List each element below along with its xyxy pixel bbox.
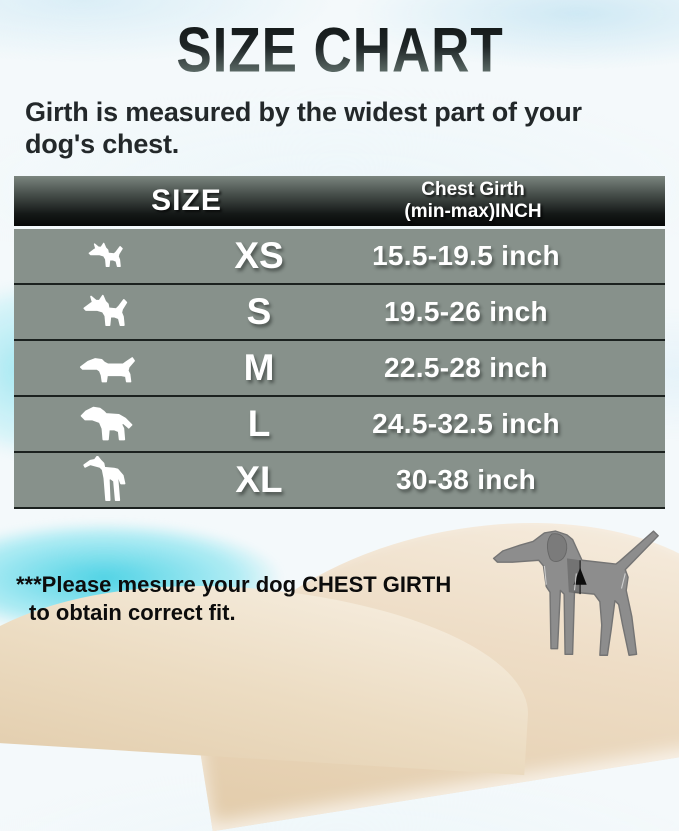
mastiff-icon: [80, 406, 132, 441]
note-line2: to obtain correct fit.: [29, 600, 236, 626]
chest-arrow-icon: [573, 567, 587, 585]
girth-value: 30-38 inch: [396, 464, 536, 495]
girth-column-header: Chest Girth (min-max)INCH: [359, 179, 665, 223]
size-label: XS: [234, 235, 284, 276]
body-highlight: [543, 565, 626, 591]
great-dane-icon: [82, 456, 125, 501]
girth-header-line1: Chest Girth: [421, 179, 525, 201]
girth-value: 22.5-28 inch: [384, 352, 548, 383]
girth-value: 24.5-32.5 inch: [372, 408, 560, 439]
size-chart-table: SIZE Chest Girth (min-max)INCH XS 15.5-1…: [14, 176, 665, 509]
size-column-header: SIZE: [151, 184, 222, 217]
chest-band: [566, 558, 581, 595]
girth-header-line2: (min-max)INCH: [404, 201, 542, 222]
dog-icon-cell: [14, 242, 199, 271]
table-row-xs: XS 15.5-19.5 inch: [14, 229, 665, 283]
table-row-xl: XL 30-38 inch: [14, 451, 665, 507]
dachshund-icon: [79, 357, 135, 383]
measuring-dog-illustration: [487, 517, 677, 675]
dog-icon-cell: [14, 294, 199, 331]
dog-icon-cell: [14, 456, 199, 504]
girth-value: 19.5-26 inch: [384, 296, 548, 327]
size-label: S: [246, 291, 272, 332]
title-bar: SIZE CHART: [0, 19, 679, 82]
table-row-s: S 19.5-26 inch: [14, 283, 665, 339]
subtitle-text: Girth is measured by the widest part of …: [25, 97, 582, 160]
dog-icon-cell: [14, 404, 199, 444]
table-row-m: M 22.5-28 inch: [14, 339, 665, 395]
note-line1: ***Please mesure your dog CHEST GIRTH: [16, 572, 452, 597]
table-body: XS 15.5-19.5 inch S 19.5-26 inch M 22.5-…: [14, 229, 665, 509]
size-label: XL: [235, 459, 283, 500]
size-label: M: [243, 347, 275, 388]
girth-value: 15.5-19.5 inch: [372, 240, 560, 271]
page-title: SIZE CHART: [175, 15, 504, 87]
table-header: SIZE Chest Girth (min-max)INCH: [14, 176, 665, 226]
measurement-note: ***Please mesure your dog CHEST GIRTH to…: [16, 571, 451, 627]
dog-icon-cell: [14, 350, 199, 386]
size-label: L: [247, 403, 271, 444]
dog-body: [492, 530, 659, 656]
chihuahua-small-icon: [88, 242, 123, 267]
chihuahua-icon: [82, 294, 127, 326]
measuring-dog-silhouette: [492, 530, 659, 656]
table-row-l: L 24.5-32.5 inch: [14, 395, 665, 451]
dog-ear: [546, 533, 568, 563]
